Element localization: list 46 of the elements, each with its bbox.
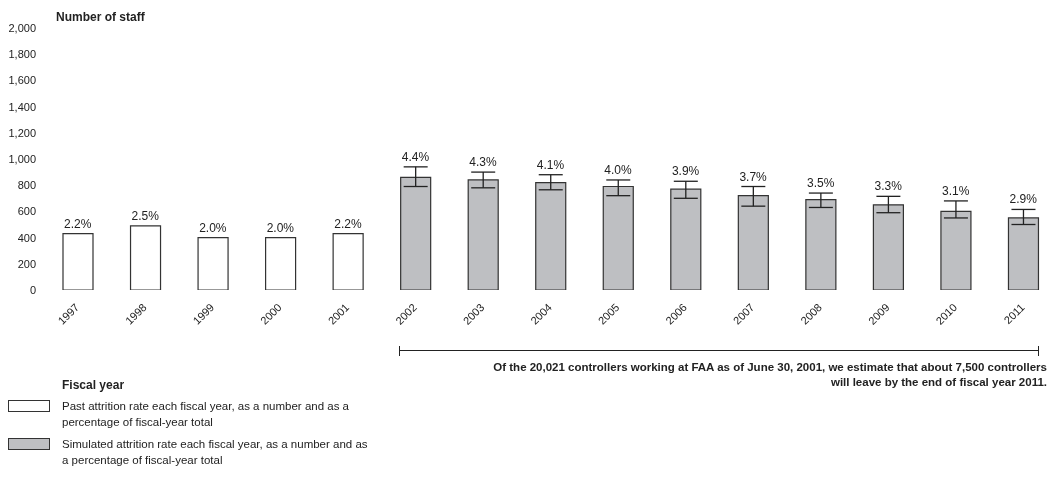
annotation: 3.7% (739, 169, 768, 184)
y-tick-label: 0 (29, 283, 36, 296)
bar (940, 210, 972, 290)
bar (467, 179, 499, 290)
annotation: 2.5% (131, 208, 160, 223)
y-tick-label: 2,000 (8, 21, 36, 34)
bar (265, 237, 297, 290)
y-tick-label: 200 (17, 257, 36, 270)
y-tick-label: 400 (17, 231, 36, 244)
bar (872, 204, 904, 290)
bar (332, 233, 364, 290)
annotation: 2.9% (1009, 192, 1038, 207)
annotation: 3.1% (942, 183, 970, 198)
annotation: 4.1% (536, 157, 565, 172)
annotation: 3.3% (874, 179, 903, 194)
text: Of the 20,021 controllers working at FAA as of June 30, 2001, we estimate that about 7,500 controllers will leave by the end of fiscal year 2011. (492, 360, 1047, 390)
bar (400, 176, 432, 290)
annotation: 2.2% (334, 216, 362, 231)
bar (197, 237, 229, 290)
y-tick-label: 1,000 (8, 152, 36, 165)
annotation: 4.3% (469, 155, 497, 170)
annotation: 2.2% (64, 216, 92, 231)
bar (1007, 217, 1040, 290)
y-tick-label: 600 (17, 205, 36, 218)
bar (129, 225, 162, 290)
annotation: 3.5% (806, 176, 835, 191)
bar (805, 199, 837, 290)
legend-label: Past attrition rate each fiscal year, as a number and as a percentage of fiscal-year total (62, 399, 351, 430)
annotation: 2.0% (266, 220, 295, 235)
y-tick-label: 1,400 (8, 100, 36, 113)
annotation: 3.9% (671, 164, 700, 179)
y-tick-label: 800 (17, 179, 36, 192)
annotation: 4.0% (604, 162, 633, 177)
annotation: 2.0% (199, 220, 227, 235)
y-tick-label: 1,200 (8, 126, 36, 139)
y-tick-label: 1,600 (8, 74, 36, 87)
legend-label: Simulated attrition rate each fiscal year, as a number and as a percentage of fiscal-year total (62, 437, 369, 468)
bar (737, 195, 769, 290)
bar (670, 188, 702, 290)
y-tick-label: 1,800 (8, 48, 36, 61)
bar (535, 181, 567, 290)
x-axis-title: Fiscal year (62, 378, 126, 392)
bar (602, 185, 634, 290)
y-axis-title: Number of staff (56, 10, 145, 24)
bar (62, 233, 94, 290)
annotation: 4.4% (401, 149, 430, 164)
